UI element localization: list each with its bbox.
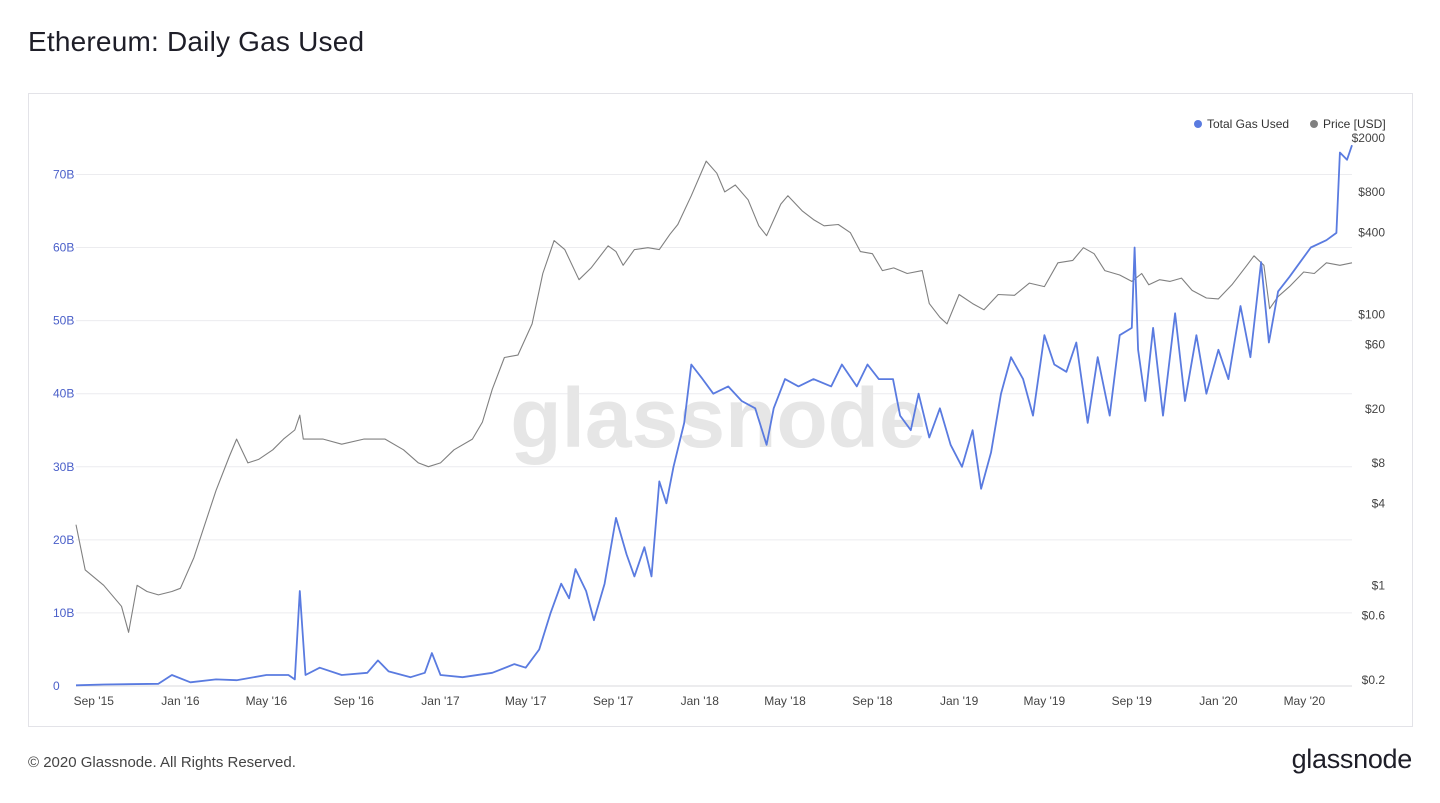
y-right-tick-label: $100: [1358, 307, 1385, 321]
y-left-tick-label: 0: [53, 679, 60, 693]
x-tick-label: Sep '18: [852, 694, 893, 708]
legend-item-gas[interactable]: Total Gas Used: [1194, 117, 1289, 131]
y-right-tick-label: $4: [1372, 497, 1386, 511]
x-tick-label: Sep '16: [334, 694, 375, 708]
gas-series-layer: [75, 144, 1353, 687]
y-left-tick-label: 70B: [53, 167, 74, 181]
x-tick-label: Jan '16: [161, 694, 200, 708]
legend-price-dot: [1310, 120, 1318, 128]
y-right-tick-label: $0.6: [1362, 608, 1386, 622]
y-right-tick-label: $2000: [1352, 131, 1386, 145]
price-series-layer: [75, 160, 1353, 633]
footer-copyright: © 2020 Glassnode. All Rights Reserved.: [28, 754, 296, 771]
y-right-tick-label: $20: [1365, 402, 1385, 416]
series-line-gas: [75, 144, 1353, 687]
x-tick-label: May '18: [764, 694, 806, 708]
x-tick-label: Jan '20: [1199, 694, 1238, 708]
y-axis-left: 0 10B 20B 30B 40B 50B 60B 70B: [53, 167, 74, 693]
x-tick-label: May '19: [1024, 694, 1066, 708]
y-right-tick-label: $60: [1365, 337, 1385, 351]
y-right-tick-label: $800: [1358, 185, 1385, 199]
page-title: Ethereum: Daily Gas Used: [28, 26, 365, 57]
y-left-tick-label: 10B: [53, 606, 74, 620]
x-tick-label: Sep '17: [593, 694, 634, 708]
footer-logo: glassnode: [1291, 744, 1413, 774]
y-left-tick-label: 50B: [53, 314, 74, 328]
watermark-text: glassnode: [510, 371, 925, 465]
y-left-tick-label: 20B: [53, 533, 74, 547]
y-left-tick-label: 40B: [53, 387, 74, 401]
x-axis: Sep '15 Jan '16 May '16 Sep '16 Jan '17 May '…: [74, 694, 1326, 708]
y-left-tick-label: 60B: [53, 241, 74, 255]
y-axis-right: $0.2 $0.6 $1 $4 $8 $20 $60 $100 $400 $800 $2000: [1352, 131, 1386, 687]
x-tick-label: Jan '17: [421, 694, 460, 708]
y-left-tick-label: 30B: [53, 460, 74, 474]
x-tick-label: May '16: [246, 694, 288, 708]
x-tick-label: Sep '19: [1112, 694, 1153, 708]
legend-item-price[interactable]: Price [USD]: [1310, 117, 1386, 131]
y-right-tick-label: $1: [1372, 578, 1386, 592]
x-tick-label: May '17: [505, 694, 547, 708]
series-line-price: [75, 160, 1353, 633]
chart-panel: glassnode 0 10B 20B 30B 40B 50B 60B 70B $0.2 $0.…: [28, 93, 1413, 727]
legend-gas-label: Total Gas Used: [1207, 117, 1289, 131]
legend-gas-dot: [1194, 120, 1202, 128]
y-right-tick-label: $400: [1358, 226, 1385, 240]
x-tick-label: Jan '19: [940, 694, 979, 708]
y-right-tick-label: $8: [1372, 456, 1386, 470]
legend-price-label: Price [USD]: [1323, 117, 1386, 131]
y-right-tick-label: $0.2: [1362, 673, 1386, 687]
x-tick-label: May '20: [1284, 694, 1326, 708]
x-tick-label: Sep '15: [74, 694, 115, 708]
x-tick-label: Jan '18: [681, 694, 720, 708]
legend: Total Gas Used Price [USD]: [1194, 117, 1386, 131]
